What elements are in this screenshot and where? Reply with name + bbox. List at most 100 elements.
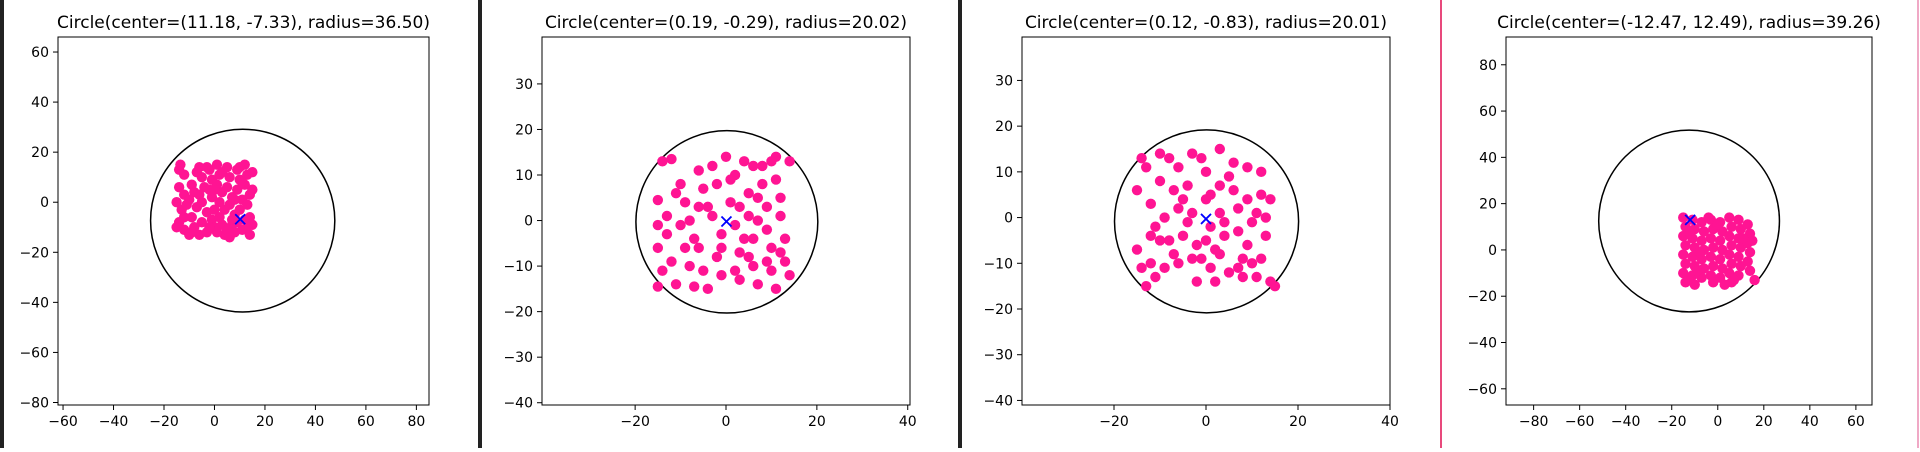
data-point bbox=[779, 256, 791, 267]
data-point bbox=[1256, 253, 1267, 264]
data-point bbox=[171, 222, 182, 233]
data-point bbox=[684, 260, 695, 272]
data-point bbox=[679, 242, 691, 254]
data-point bbox=[1219, 216, 1230, 228]
y-tick-label: −20 bbox=[983, 302, 1013, 318]
data-point bbox=[1214, 207, 1226, 219]
data-point bbox=[1136, 262, 1147, 274]
data-point bbox=[1164, 235, 1175, 246]
data-point bbox=[1187, 148, 1198, 159]
y-tick-label: 60 bbox=[1479, 104, 1497, 120]
data-point bbox=[1214, 143, 1226, 155]
x-tick-label: 40 bbox=[1801, 414, 1819, 430]
x-tick-label: 60 bbox=[357, 414, 375, 430]
data-point bbox=[1187, 207, 1198, 219]
data-point bbox=[1737, 233, 1749, 244]
data-point bbox=[1684, 228, 1696, 239]
data-point bbox=[1703, 212, 1714, 223]
data-point bbox=[711, 178, 723, 190]
chart-title: Circle(center=(-12.47, 12.49), radius=39… bbox=[1497, 13, 1881, 33]
data-point bbox=[1742, 219, 1753, 230]
data-point bbox=[1164, 152, 1175, 164]
data-point bbox=[1154, 235, 1166, 246]
data-point bbox=[770, 283, 782, 295]
data-point bbox=[1242, 194, 1253, 205]
data-point bbox=[716, 242, 727, 254]
data-point bbox=[1724, 212, 1735, 223]
data-point bbox=[684, 215, 695, 226]
chart-panel: Circle(center=(-12.47, 12.49), radius=39… bbox=[1467, 13, 1880, 430]
data-point bbox=[752, 215, 764, 226]
enclosing-circle bbox=[635, 129, 819, 314]
data-point bbox=[171, 197, 182, 208]
y-tick-label: −10 bbox=[503, 259, 533, 275]
data-point bbox=[675, 178, 686, 190]
center-x-marker-icon bbox=[234, 213, 246, 225]
data-point bbox=[748, 160, 759, 172]
x-tick-label: 0 bbox=[722, 414, 731, 430]
x-tick-label: 80 bbox=[407, 414, 425, 430]
data-point bbox=[1200, 166, 1212, 178]
data-point bbox=[770, 174, 782, 185]
x-tick-label: 40 bbox=[899, 414, 917, 430]
data-point bbox=[666, 256, 677, 267]
enclosing-circle bbox=[1113, 129, 1300, 314]
data-point bbox=[1168, 248, 1180, 260]
data-point bbox=[657, 265, 668, 276]
data-point bbox=[226, 214, 238, 225]
data-point bbox=[693, 165, 704, 176]
data-point bbox=[725, 174, 736, 185]
y-tick-label: 60 bbox=[31, 45, 49, 61]
data-point bbox=[702, 201, 714, 213]
data-point bbox=[748, 260, 759, 272]
chart-title: Circle(center=(0.12, -0.83), radius=20.0… bbox=[1025, 13, 1387, 33]
data-point bbox=[1223, 267, 1235, 278]
plot-area bbox=[1597, 129, 1781, 313]
x-tick-label: −40 bbox=[99, 414, 129, 430]
data-point bbox=[1145, 258, 1157, 269]
data-point bbox=[1205, 262, 1216, 274]
data-point bbox=[1205, 189, 1216, 200]
data-point bbox=[1726, 240, 1737, 251]
data-point bbox=[688, 233, 700, 244]
data-point bbox=[1237, 253, 1249, 264]
y-tick-label: −30 bbox=[983, 348, 1013, 364]
data-point bbox=[1698, 226, 1710, 237]
x-tick-label: −20 bbox=[149, 414, 179, 430]
y-tick-label: 20 bbox=[515, 122, 533, 138]
data-point bbox=[209, 184, 220, 195]
data-point bbox=[743, 251, 754, 263]
axes-frame bbox=[1021, 36, 1391, 406]
data-point bbox=[1196, 152, 1207, 164]
data-point bbox=[702, 283, 714, 295]
y-tick-label: −10 bbox=[983, 256, 1013, 272]
x-tick-label: −20 bbox=[620, 414, 650, 430]
y-tick-label: 30 bbox=[515, 77, 533, 93]
y-tick-label: 80 bbox=[1479, 58, 1497, 74]
data-point bbox=[1182, 180, 1193, 191]
y-tick-label: 20 bbox=[1479, 197, 1497, 213]
center-x-marker-icon bbox=[1200, 213, 1212, 225]
data-point bbox=[766, 156, 777, 167]
chart-panel: Circle(center=(0.12, -0.83), radius=20.0… bbox=[983, 13, 1398, 430]
y-tick-label: −80 bbox=[19, 395, 49, 411]
data-point bbox=[1200, 235, 1212, 246]
data-point bbox=[766, 242, 777, 254]
data-point bbox=[234, 204, 245, 215]
data-point bbox=[186, 227, 197, 238]
data-point bbox=[1678, 249, 1689, 260]
panel-divider-right bbox=[1917, 0, 1919, 448]
data-point bbox=[211, 227, 223, 238]
data-point bbox=[707, 210, 718, 222]
data-point bbox=[1726, 221, 1737, 232]
x-tick-label: 0 bbox=[210, 414, 219, 430]
chart-title: Circle(center=(11.18, -7.33), radius=36.… bbox=[57, 13, 430, 33]
data-point bbox=[1131, 184, 1143, 196]
data-point bbox=[196, 217, 208, 228]
data-point bbox=[194, 161, 205, 173]
data-point bbox=[1680, 258, 1691, 270]
data-point bbox=[1714, 253, 1726, 265]
data-point bbox=[761, 256, 773, 267]
data-point bbox=[1205, 221, 1216, 232]
